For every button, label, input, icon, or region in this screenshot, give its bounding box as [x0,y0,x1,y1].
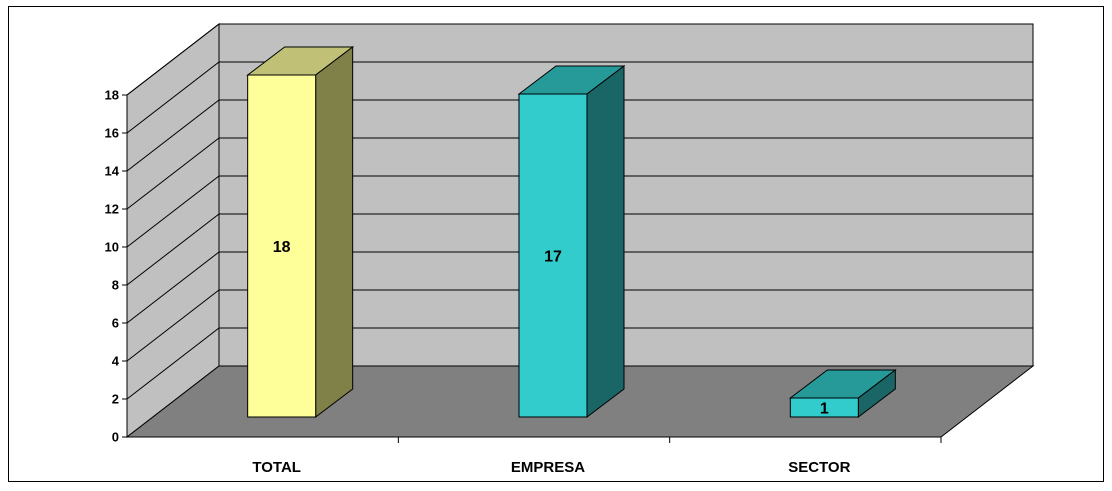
gridline [126,61,1033,134]
gridline [126,175,1033,248]
y-tick-label: 14 [105,164,120,179]
y-tick-label: 10 [105,240,119,255]
y-tick-label: 18 [105,88,119,103]
gridline [126,289,1033,362]
data-label: 18 [273,239,291,256]
gridline [126,23,1033,96]
bar-front [247,74,317,418]
bar-side [315,45,354,419]
y-tick-label: 6 [112,316,119,331]
y-tick-label: 12 [105,202,119,217]
bar-empresa: 17 [517,64,626,419]
y-tick-label: 16 [105,126,119,141]
x-axis-labels: TOTAL EMPRESA SECTOR [252,459,850,476]
bar-total: 18 [246,45,355,419]
y-axis: 0 2 4 6 8 10 12 14 16 18 [105,88,942,445]
y-tick-label: 0 [112,430,119,445]
bar-chart: 0 2 4 6 8 10 12 14 16 18 18 17 1 TOTAL EMPRESA SECTOR [105,22,1035,476]
x-tick-label: SECTOR [788,459,850,476]
bar-side [586,64,625,419]
bars: 18 17 1 [246,45,897,419]
bar-front [518,93,588,418]
gridline [126,327,1033,400]
gridline [126,213,1033,286]
y-tick-label: 2 [112,392,119,407]
gridline [126,251,1033,324]
data-label: 1 [820,401,829,418]
gridlines [126,23,1033,400]
x-tick-label: EMPRESA [511,459,585,476]
side-wall [126,22,220,439]
y-tick-label: 8 [112,278,119,293]
data-label: 17 [544,249,562,266]
chart-frame: 0 2 4 6 8 10 12 14 16 18 18 17 1 TOTAL EMPRESA SECTOR [8,6,1104,482]
gridline [126,137,1033,210]
gridline [126,99,1033,172]
bar-sector: 1 [788,368,897,419]
y-tick-label: 4 [112,354,120,369]
bar-front [789,397,859,418]
x-tick-label: TOTAL [252,459,301,476]
